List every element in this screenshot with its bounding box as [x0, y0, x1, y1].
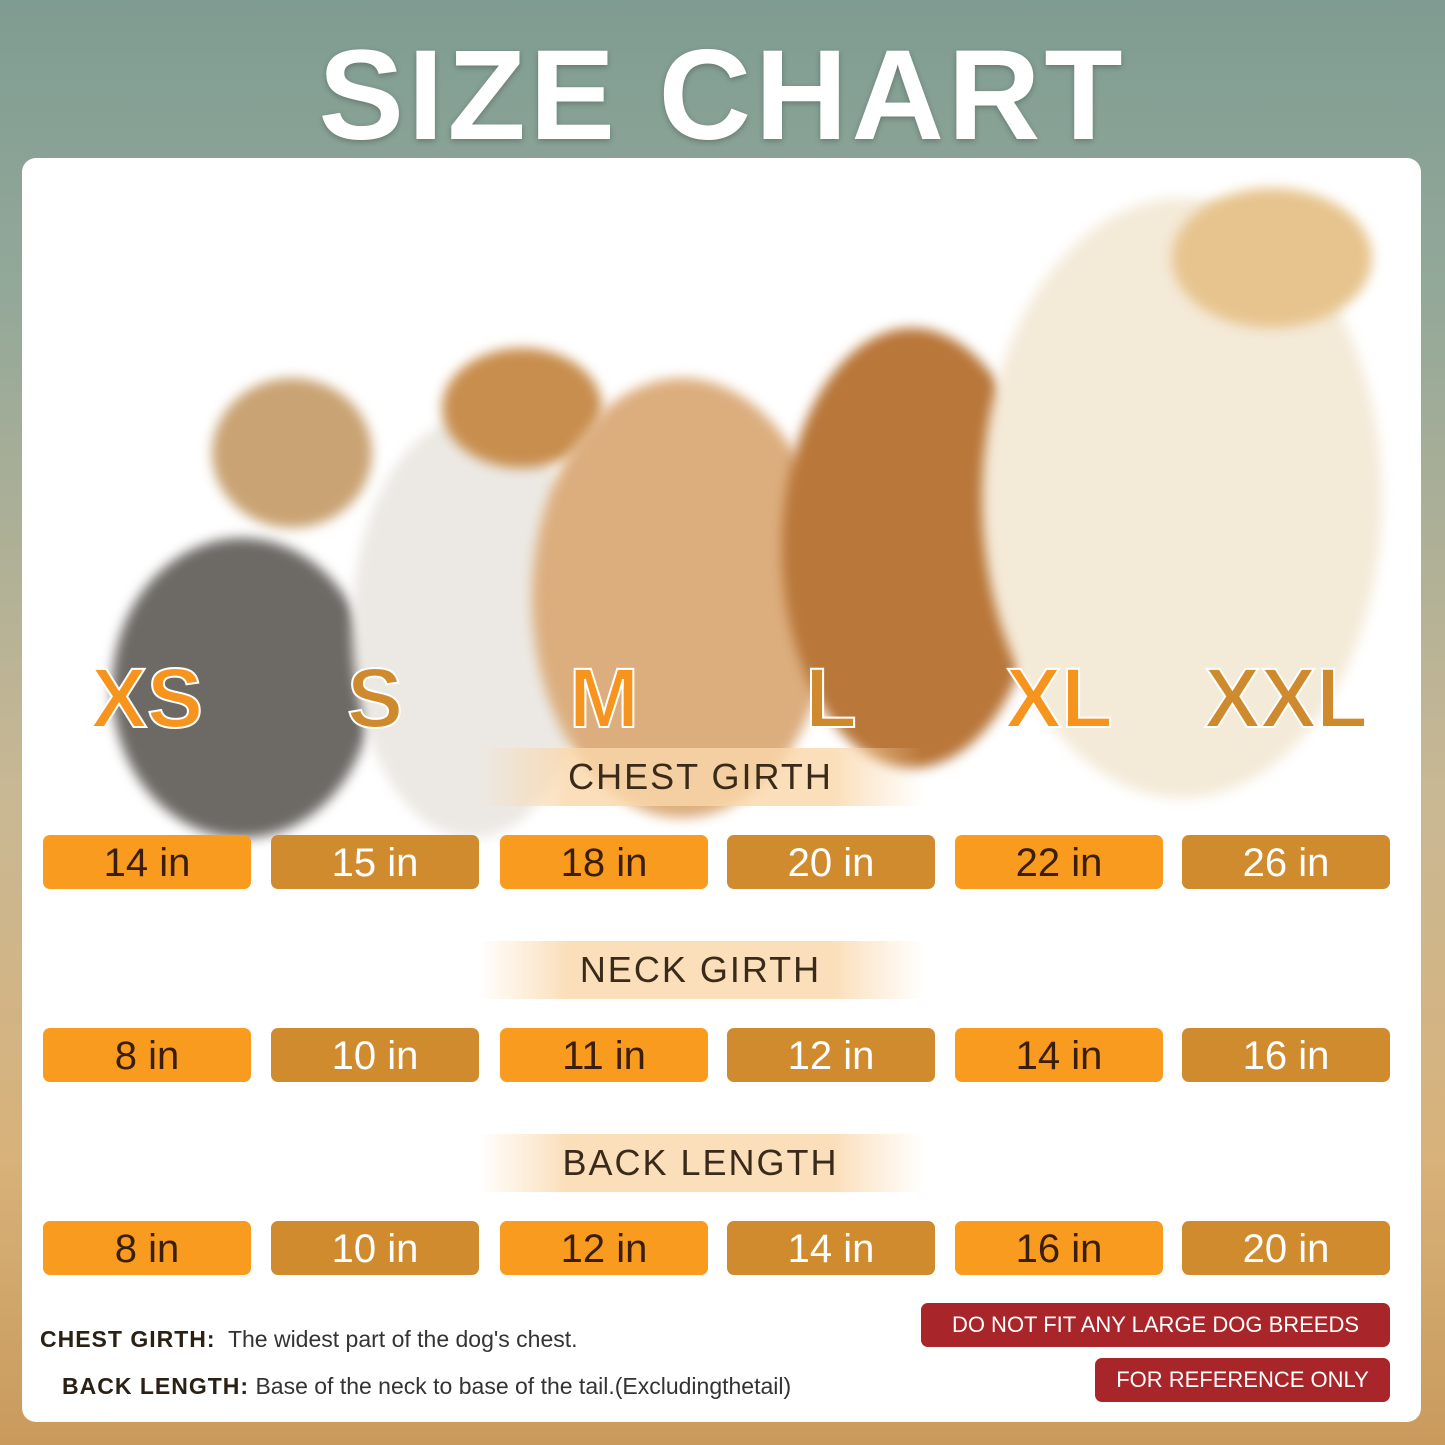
size-label-xs: XS — [90, 650, 204, 746]
size-value-cell: 12 in — [500, 1221, 708, 1275]
size-value-cell: 16 in — [955, 1221, 1163, 1275]
size-value-cell: 8 in — [43, 1221, 251, 1275]
size-value-cell: 14 in — [955, 1028, 1163, 1082]
size-value-cell: 8 in — [43, 1028, 251, 1082]
size-value-cell: 18 in — [500, 835, 708, 889]
size-label-xxl: XXL — [1203, 650, 1368, 746]
size-value-cell: 16 in — [1182, 1028, 1390, 1082]
size-value-cell: 11 in — [500, 1028, 708, 1082]
warning-badge: DO NOT FIT ANY LARGE DOG BREEDS — [921, 1303, 1390, 1347]
page-title: SIZE CHART — [318, 24, 1127, 167]
size-value-cell: 10 in — [271, 1028, 479, 1082]
size-value-cell: 14 in — [43, 835, 251, 889]
size-value-cell: 10 in — [271, 1221, 479, 1275]
size-label-m: M — [568, 650, 640, 746]
note-chest-girth: CHEST GIRTH: The widest part of the dog'… — [40, 1326, 578, 1352]
section-header: CHEST GIRTH — [478, 748, 923, 806]
size-value-cell: 12 in — [727, 1028, 935, 1082]
size-chart-card — [22, 158, 1421, 1422]
size-value-cell: 20 in — [1182, 1221, 1390, 1275]
section-header: BACK LENGTH — [478, 1134, 923, 1192]
reference-badge: FOR REFERENCE ONLY — [1095, 1358, 1390, 1402]
size-value-cell: 26 in — [1182, 835, 1390, 889]
size-value-cell: 22 in — [955, 835, 1163, 889]
size-label-s: S — [346, 650, 404, 746]
size-value-cell: 15 in — [271, 835, 479, 889]
size-value-cell: 20 in — [727, 835, 935, 889]
size-label-l: L — [804, 650, 857, 746]
size-value-cell: 14 in — [727, 1221, 935, 1275]
note-back-length: BACK LENGTH: Base of the neck to base of… — [62, 1373, 792, 1399]
section-header: NECK GIRTH — [478, 941, 923, 999]
size-label-xl: XL — [1004, 650, 1113, 746]
